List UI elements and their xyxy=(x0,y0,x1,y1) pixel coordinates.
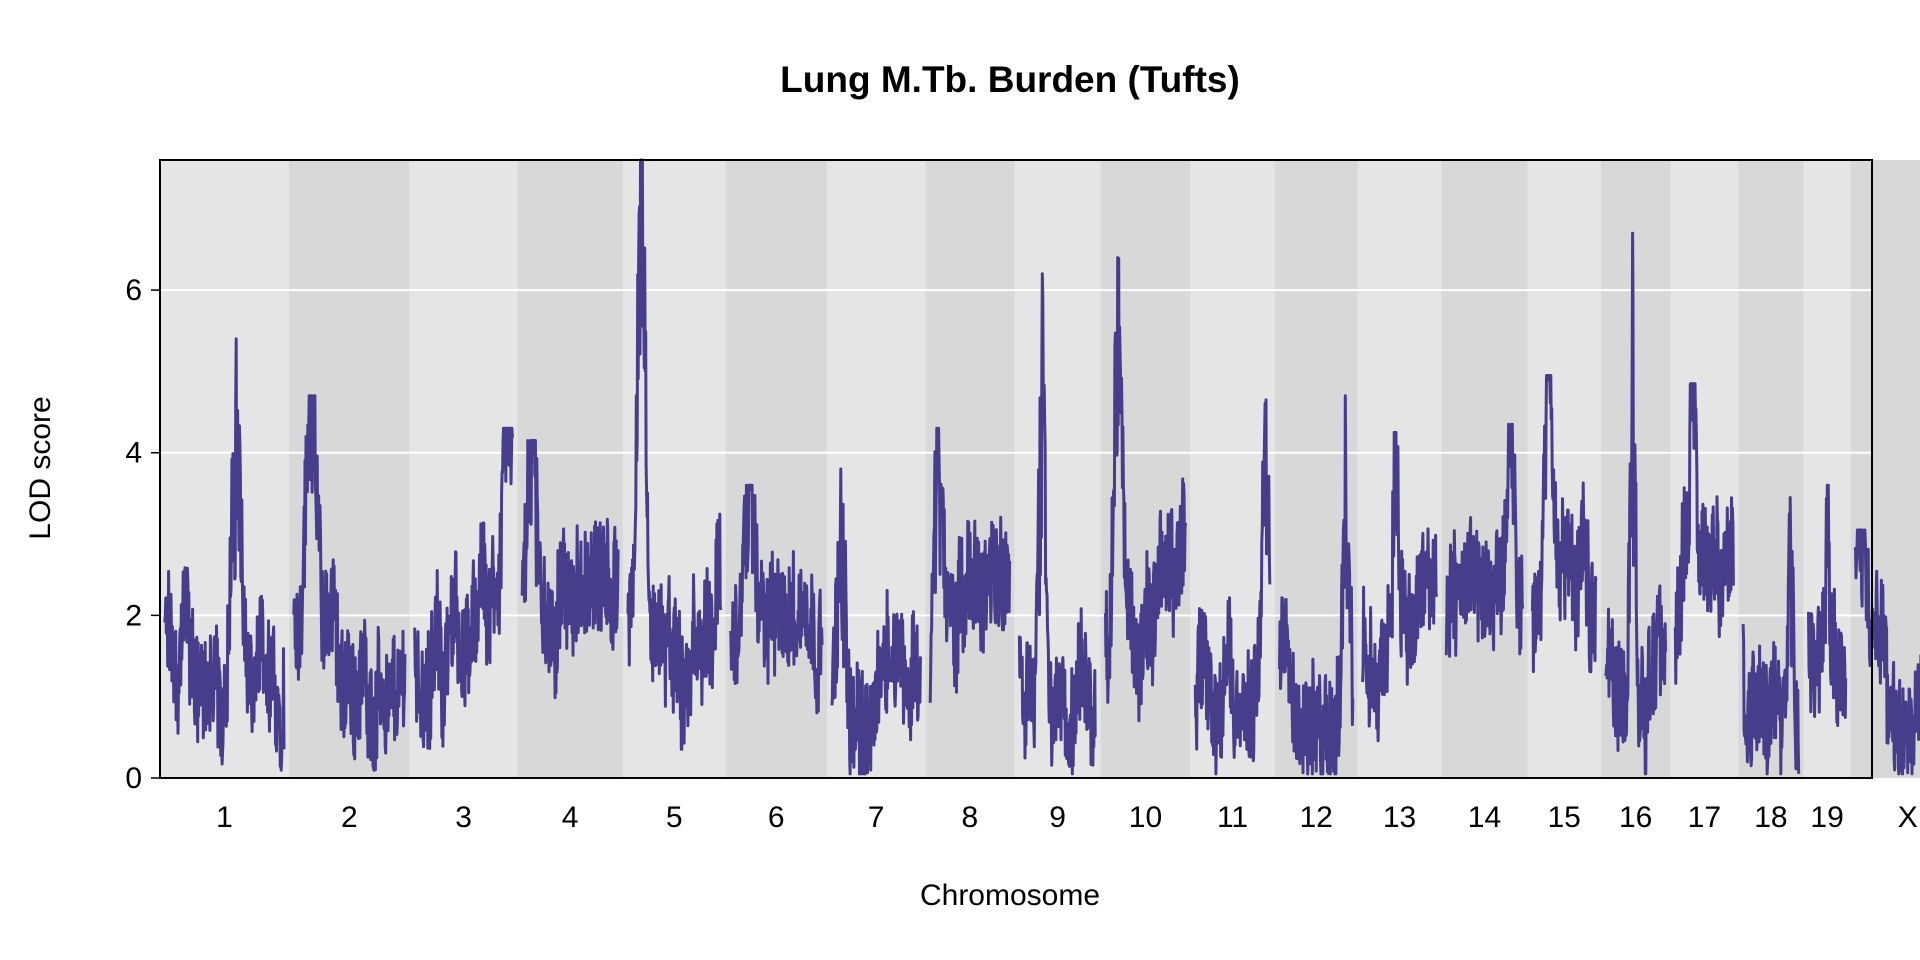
y-tick-label-0: 0 xyxy=(125,762,142,795)
lod-curve-chr-14 xyxy=(1444,422,1525,658)
x-tick-label-8: 8 xyxy=(962,801,979,834)
lod-curve-chr-17 xyxy=(1673,382,1735,685)
y-axis-label: LOD score xyxy=(24,396,57,539)
lod-curve-chr-9 xyxy=(1017,272,1097,776)
x-tick-label-16: 16 xyxy=(1619,801,1652,834)
chromosome-band-6 xyxy=(725,160,827,778)
x-tick-label-1: 1 xyxy=(216,801,233,834)
x-tick-label-3: 3 xyxy=(455,801,472,834)
x-tick-label-4: 4 xyxy=(562,801,579,834)
lod-curve-chr-12 xyxy=(1278,394,1355,776)
x-tick-label-13: 13 xyxy=(1383,801,1416,834)
x-axis-label: Chromosome xyxy=(920,879,1100,912)
x-tick-label-2: 2 xyxy=(341,801,358,834)
x-tick-label-10: 10 xyxy=(1129,801,1162,834)
y-tick-label-4: 4 xyxy=(125,437,142,470)
chromosome-band-17 xyxy=(1670,160,1739,778)
lod-curve-chr-5 xyxy=(626,158,723,751)
x-tick-label-5: 5 xyxy=(666,801,683,834)
x-axis-ticks: 1 2 3 4 5 6 7 8 9 10 11 12 13 14 15 16 17 18 19 X xyxy=(216,801,1918,834)
lod-curve-chr-7 xyxy=(830,467,922,776)
x-tick-label-11: 11 xyxy=(1217,801,1248,834)
x-tick-label-18: 18 xyxy=(1754,801,1787,834)
lod-curve-chr-18 xyxy=(1741,496,1801,776)
lod-curve-chr-2 xyxy=(292,394,407,772)
x-tick-label-7: 7 xyxy=(868,801,885,834)
x-tick-label-19: 19 xyxy=(1810,801,1843,834)
lod-curve-chr-19 xyxy=(1807,483,1848,728)
chromosome-band-15 xyxy=(1527,160,1601,778)
lod-curve-chr-4 xyxy=(520,439,620,700)
lod-series xyxy=(163,158,1920,776)
lod-curve-chr-15 xyxy=(1530,374,1598,674)
lod-curve-chr-13 xyxy=(1361,430,1438,743)
plot-border xyxy=(159,159,1873,779)
x-tick-label-17: 17 xyxy=(1688,801,1721,834)
x-tick-label-9: 9 xyxy=(1049,801,1066,834)
lod-curve-chr-6 xyxy=(729,483,824,715)
lod-curve-chr-1 xyxy=(163,337,286,772)
x-tick-label-15: 15 xyxy=(1547,801,1580,834)
x-tick-label-12: 12 xyxy=(1300,801,1333,834)
lod-curve-chr-11 xyxy=(1193,398,1272,776)
chart-title: Lung M.Tb. Burden (Tufts) xyxy=(780,59,1240,100)
plot-frame xyxy=(159,159,1873,779)
y-axis-ticks: 0 2 4 6 xyxy=(125,274,160,795)
x-tick-label-6: 6 xyxy=(768,801,785,834)
chromosome-band-4 xyxy=(517,160,623,778)
y-tick-label-6: 6 xyxy=(125,274,142,307)
lod-curve-chr-10 xyxy=(1104,256,1187,723)
lod-curve-chr-3 xyxy=(413,426,514,750)
x-tick-label-X: X xyxy=(1898,801,1918,834)
lod-curve-chr-8 xyxy=(928,426,1012,703)
lod-curve-chr-16 xyxy=(1604,231,1668,776)
y-tick-label-2: 2 xyxy=(125,599,142,632)
x-tick-label-14: 14 xyxy=(1468,801,1501,834)
